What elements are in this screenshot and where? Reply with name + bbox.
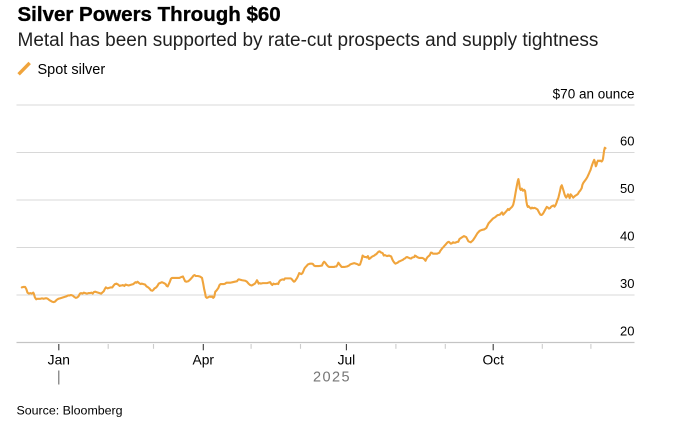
svg-text:30: 30 [620,276,634,291]
svg-text:Oct: Oct [482,353,504,368]
svg-text:2025: 2025 [313,370,350,386]
svg-text:Jul: Jul [338,353,356,368]
svg-text:Metal has been supported by ra: Metal has been supported by rate-cut pro… [18,30,599,51]
svg-text:Silver Powers Through $60: Silver Powers Through $60 [18,3,281,26]
svg-text:Jan: Jan [48,353,70,368]
svg-text:50: 50 [620,181,634,196]
svg-text:$70 an ounce: $70 an ounce [553,87,635,102]
svg-text:40: 40 [620,228,634,243]
svg-text:Spot silver: Spot silver [38,62,106,78]
svg-text:Apr: Apr [193,353,215,368]
svg-text:20: 20 [620,323,634,338]
svg-text:Source: Bloomberg: Source: Bloomberg [17,404,123,418]
svg-text:60: 60 [620,133,634,148]
